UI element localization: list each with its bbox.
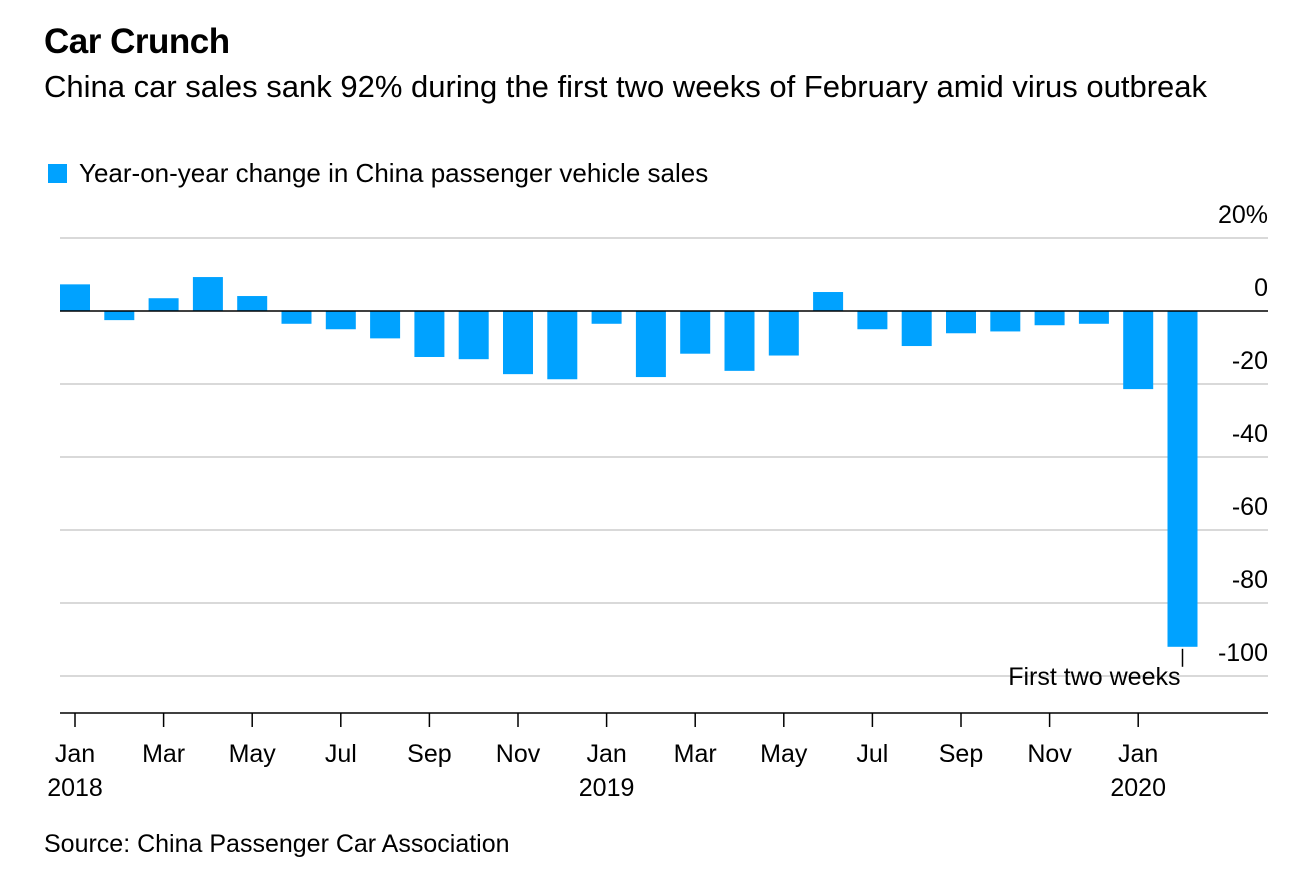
y-tick-label: 0 — [1254, 274, 1268, 302]
bar-2019-02 — [635, 311, 666, 378]
x-tick-label: Sep — [407, 740, 451, 768]
bar-2018-08 — [370, 311, 401, 339]
bar-2019-08 — [901, 311, 932, 347]
bar-2018-02 — [104, 311, 135, 321]
bar-2018-04 — [192, 277, 223, 311]
bar-2018-06 — [281, 311, 312, 324]
bar-2019-07 — [857, 311, 888, 330]
legend: Year-on-year change in China passenger v… — [48, 158, 708, 189]
chart-subtitle: China car sales sank 92% during the firs… — [44, 69, 1208, 104]
x-tick-label: Sep — [939, 740, 983, 768]
chart-title: Car Crunch — [44, 22, 230, 61]
bar-2019-10 — [990, 311, 1021, 332]
bar-2018-09 — [414, 311, 445, 357]
bar-2018-03 — [148, 298, 179, 311]
bar-2018-10 — [458, 311, 489, 360]
bar-2019-11 — [1034, 311, 1065, 326]
x-tick-label: Mar — [142, 740, 185, 768]
legend-label: Year-on-year change in China passenger v… — [79, 158, 709, 188]
annotation-label: First two weeks — [1008, 663, 1180, 691]
bar-2019-01 — [591, 311, 622, 324]
y-tick-label: 20% — [1218, 201, 1268, 229]
x-tick-label: May — [229, 740, 277, 768]
y-tick-label: -60 — [1232, 493, 1268, 521]
bar-2019-04 — [724, 311, 755, 371]
bar-2018-01 — [60, 284, 90, 311]
bar-2019-03 — [680, 311, 711, 354]
x-tick-label: Mar — [674, 740, 717, 768]
source-note: Source: China Passenger Car Association — [44, 830, 510, 858]
y-tick-label: -100 — [1218, 639, 1268, 667]
bar-2018-07 — [325, 311, 356, 330]
bar-2019-12 — [1078, 311, 1109, 324]
x-tick-label: Jul — [856, 740, 888, 768]
x-tick-label: Jul — [325, 740, 357, 768]
bar-2018-05 — [237, 296, 268, 311]
x-year-label: 2018 — [47, 774, 103, 802]
x-tick-label: Nov — [1027, 740, 1072, 768]
annotations: First two weeks — [1008, 648, 1184, 691]
bar-2019-09 — [946, 311, 976, 334]
x-tick-label: Jan — [55, 740, 95, 768]
x-tick-label: May — [760, 740, 808, 768]
tick-labels: 20% 0 -20 -40 -60 -80 -100 Jan 2018 Mar May Jul Sep N… — [47, 201, 1268, 802]
x-tick-label: Jan — [1118, 740, 1158, 768]
x-year-label: 2019 — [579, 774, 635, 802]
x-tick-label: Nov — [496, 740, 541, 768]
bar-2020-01 — [1123, 311, 1154, 390]
x-tick-label: Jan — [586, 740, 626, 768]
gridlines — [60, 237, 1268, 677]
y-tick-label: -20 — [1232, 347, 1268, 375]
x-year-label: 2020 — [1110, 774, 1166, 802]
bar-2020-02 — [1167, 311, 1198, 647]
axes — [60, 310, 1268, 727]
y-tick-label: -40 — [1232, 420, 1268, 448]
bar-2019-06 — [813, 292, 844, 311]
bar-2018-11 — [503, 311, 533, 375]
bar-2018-12 — [547, 311, 578, 380]
bars — [60, 277, 1198, 647]
bar-2019-05 — [768, 311, 799, 356]
y-tick-label: -80 — [1232, 566, 1268, 594]
legend-swatch — [48, 164, 67, 183]
